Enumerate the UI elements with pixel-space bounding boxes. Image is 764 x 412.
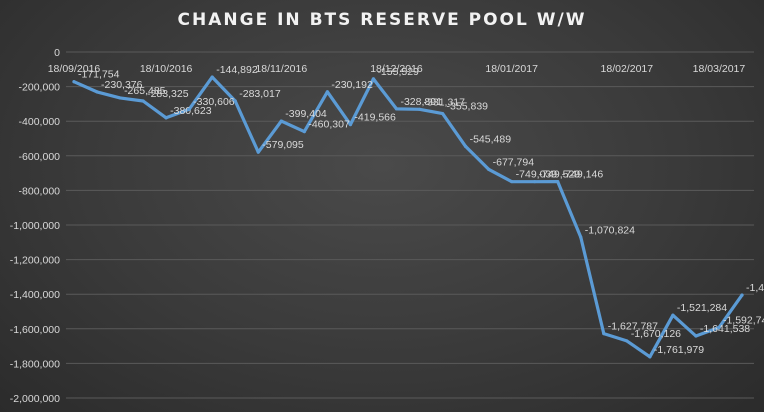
data-point <box>556 180 560 184</box>
y-tick-label: -2,000,000 <box>10 393 60 405</box>
data-point <box>510 179 514 184</box>
data-label: -330,606 <box>193 96 235 108</box>
data-point <box>440 111 445 116</box>
x-tick-label: 18/02/2017 <box>601 63 654 75</box>
data-label: -419,566 <box>354 112 396 124</box>
data-label: -230,192 <box>331 79 373 91</box>
data-point <box>487 167 491 171</box>
y-tick-label: -800,000 <box>19 185 61 197</box>
data-point <box>533 180 537 184</box>
x-tick-label: 18/12/2016 <box>370 63 423 75</box>
data-label: -1,670,126 <box>631 328 681 340</box>
data-label: -283,325 <box>147 88 189 100</box>
data-label: -1,627,787 <box>608 321 658 333</box>
data-point <box>164 116 168 120</box>
y-tick-label: -1,800,000 <box>10 358 60 370</box>
data-label: -1,641,538 <box>700 323 750 335</box>
data-label: -1,405,285 <box>746 282 764 294</box>
data-label: -144,892 <box>216 64 258 76</box>
data-point <box>95 90 99 94</box>
data-label: -328,891 <box>400 96 442 108</box>
data-label: -355,839 <box>447 101 489 113</box>
y-tick-label: -200,000 <box>19 82 61 94</box>
y-tick-label: -600,000 <box>19 151 61 163</box>
x-tick-label: 18/01/2017 <box>485 63 538 75</box>
x-tick-label: 18/03/2017 <box>693 63 746 75</box>
data-point <box>325 90 329 94</box>
y-tick-label: -400,000 <box>19 116 61 128</box>
data-point <box>717 325 721 330</box>
data-label: -1,592,740 <box>723 315 764 327</box>
data-label: -283,017 <box>239 88 281 100</box>
data-point <box>579 235 583 239</box>
data-point <box>463 144 468 148</box>
data-point <box>256 150 260 154</box>
data-label: -155,529 <box>377 66 419 78</box>
data-point <box>694 334 698 338</box>
data-label: -230,376 <box>101 79 143 91</box>
data-point <box>648 355 652 359</box>
chart-title: CHANGE IN BTS RESERVE POOL W/W <box>177 10 587 30</box>
data-label: -749,039 <box>516 169 558 181</box>
y-tick-label: 0 <box>54 47 60 59</box>
data-label: -460,307 <box>308 119 350 131</box>
y-tick-label: -1,200,000 <box>10 255 60 267</box>
x-tick-label: 18/11/2016 <box>255 63 307 75</box>
data-label: -677,794 <box>493 156 535 168</box>
series-line <box>72 75 744 359</box>
data-point <box>348 122 353 127</box>
data-point <box>302 130 306 134</box>
data-point <box>602 332 606 336</box>
data-label: -1,070,824 <box>585 224 635 236</box>
x-tick-label: 18/09/2016 <box>48 63 101 75</box>
data-label: -579,095 <box>262 139 304 151</box>
data-point <box>740 293 744 297</box>
data-point <box>141 99 145 103</box>
data-point <box>233 99 237 103</box>
data-label: -749,529 <box>539 169 581 181</box>
y-tick-label: -1,600,000 <box>10 324 60 336</box>
data-point <box>417 107 422 111</box>
data-point <box>187 107 191 111</box>
data-label: -171,754 <box>78 69 120 81</box>
data-label: -399,404 <box>285 108 327 120</box>
data-label: -1,761,979 <box>654 344 704 356</box>
data-label: -749,146 <box>562 169 604 181</box>
data-point <box>118 96 122 100</box>
data-label: -265,485 <box>124 85 166 97</box>
data-label: -545,489 <box>470 133 512 145</box>
data-point <box>279 119 283 123</box>
x-tick-label: 18/10/2016 <box>140 63 193 75</box>
y-tick-label: -1,000,000 <box>10 220 60 232</box>
data-point <box>72 80 76 84</box>
data-label: -380,623 <box>170 105 212 117</box>
y-tick-label: -1,400,000 <box>10 289 60 301</box>
data-label: -1,521,284 <box>677 302 727 314</box>
data-point <box>671 313 675 317</box>
data-point <box>394 107 399 111</box>
data-point <box>371 77 376 81</box>
data-point <box>210 75 214 79</box>
data-point <box>625 339 629 343</box>
data-label: -331,317 <box>424 96 466 108</box>
